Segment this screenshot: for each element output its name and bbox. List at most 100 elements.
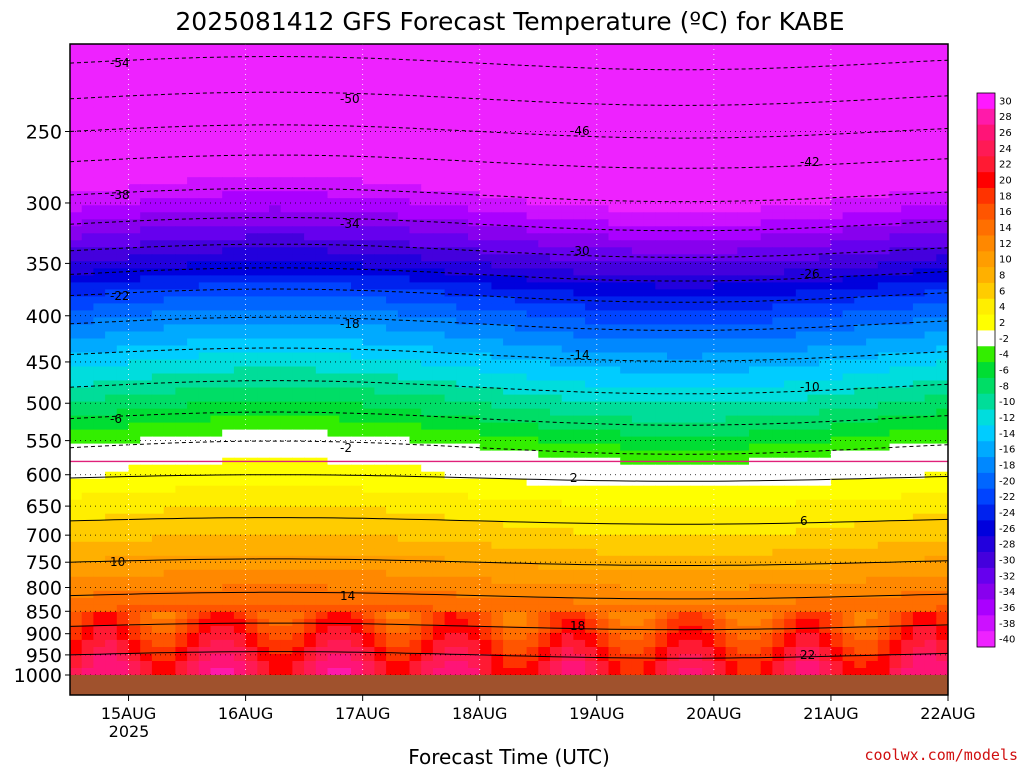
heat-cell	[280, 478, 293, 487]
heat-cell	[725, 100, 738, 108]
heat-cell	[468, 93, 481, 101]
heat-cell	[573, 380, 586, 389]
heat-cell	[561, 44, 574, 52]
heat-cell	[456, 506, 469, 515]
heat-cell	[643, 359, 656, 368]
heat-cell	[421, 331, 434, 340]
heat-cell	[374, 51, 387, 59]
heat-cell	[807, 261, 820, 269]
heat-cell	[432, 51, 446, 59]
heat-cell	[550, 443, 563, 452]
heat-cell	[889, 93, 902, 101]
heat-cell	[421, 282, 434, 290]
heat-cell	[128, 282, 141, 290]
heat-cell	[830, 268, 844, 276]
heat-cell	[690, 142, 703, 150]
heat-cell	[749, 156, 762, 164]
heat-cell	[479, 282, 492, 290]
heat-cell	[339, 226, 352, 234]
heat-cell	[421, 142, 434, 150]
heat-cell	[257, 254, 270, 262]
heat-cell	[222, 394, 235, 403]
heat-cell	[830, 205, 844, 213]
heat-cell	[198, 394, 212, 403]
heat-cell	[936, 345, 948, 354]
heat-cell	[116, 51, 130, 59]
heat-cell	[105, 212, 118, 220]
heat-cell	[187, 212, 200, 220]
heat-cell	[550, 338, 563, 347]
heat-cell	[116, 163, 130, 171]
heat-cell	[631, 212, 645, 220]
heat-cell	[210, 352, 223, 361]
heat-cell	[198, 205, 212, 213]
heat-cell	[596, 387, 610, 396]
heat-cell	[304, 44, 317, 52]
heat-cell	[737, 345, 750, 354]
heat-cell	[749, 128, 762, 136]
heat-cell	[503, 478, 516, 487]
heat-cell	[151, 226, 165, 234]
heat-cell	[807, 310, 820, 318]
heat-cell	[397, 93, 411, 101]
heat-cell	[140, 492, 153, 501]
heat-cell	[198, 135, 212, 143]
heat-cell	[772, 352, 785, 361]
heat-cell	[842, 219, 855, 227]
heat-cell	[257, 107, 270, 115]
heat-cell	[479, 345, 492, 354]
heat-cell	[280, 352, 293, 361]
heat-cell	[233, 422, 247, 431]
heat-cell	[93, 506, 106, 515]
heat-cell	[151, 359, 165, 368]
heat-cell	[749, 338, 762, 347]
heat-cell	[807, 450, 820, 459]
heat-cell	[70, 275, 83, 283]
heat-cell	[304, 373, 317, 382]
heat-cell	[351, 394, 364, 403]
heat-cell	[725, 499, 738, 508]
heat-cell	[257, 226, 270, 234]
heat-cell	[386, 72, 399, 80]
heat-cell	[269, 149, 282, 157]
heat-cell	[292, 275, 305, 283]
heat-cell	[877, 86, 891, 94]
heat-cell	[421, 373, 434, 382]
heat-cell	[842, 261, 855, 269]
heat-cell	[362, 324, 375, 332]
heat-cell	[339, 121, 352, 129]
heat-cell	[514, 478, 528, 487]
heat-cell	[561, 142, 574, 150]
heat-cell	[749, 72, 762, 80]
heat-cell	[491, 205, 504, 213]
heat-cell	[514, 100, 528, 108]
heat-cell	[702, 247, 715, 255]
heat-cell	[292, 170, 305, 178]
heat-cell	[631, 338, 645, 347]
heat-cell	[105, 359, 118, 368]
heat-cell	[105, 282, 118, 290]
heat-cell	[210, 233, 223, 241]
heat-cell	[608, 240, 621, 248]
heat-cell	[702, 443, 715, 452]
heat-cell	[866, 289, 879, 297]
heat-cell	[327, 198, 340, 206]
heat-cell	[713, 338, 727, 347]
heat-cell	[397, 177, 411, 185]
heat-cell	[737, 212, 750, 220]
heat-cell	[830, 170, 844, 178]
heat-cell	[573, 289, 586, 297]
heat-cell	[374, 422, 387, 431]
heat-cell	[702, 394, 715, 403]
heat-cell	[725, 436, 738, 445]
heat-cell	[491, 499, 504, 508]
heat-cell	[269, 72, 282, 80]
heat-cell	[304, 275, 317, 283]
heat-cell	[807, 345, 820, 354]
heat-cell	[912, 275, 926, 283]
heat-cell	[421, 212, 434, 220]
heat-cell	[936, 233, 948, 241]
heat-cell	[760, 44, 773, 52]
heat-cell	[514, 380, 528, 389]
heat-cell	[526, 247, 539, 255]
